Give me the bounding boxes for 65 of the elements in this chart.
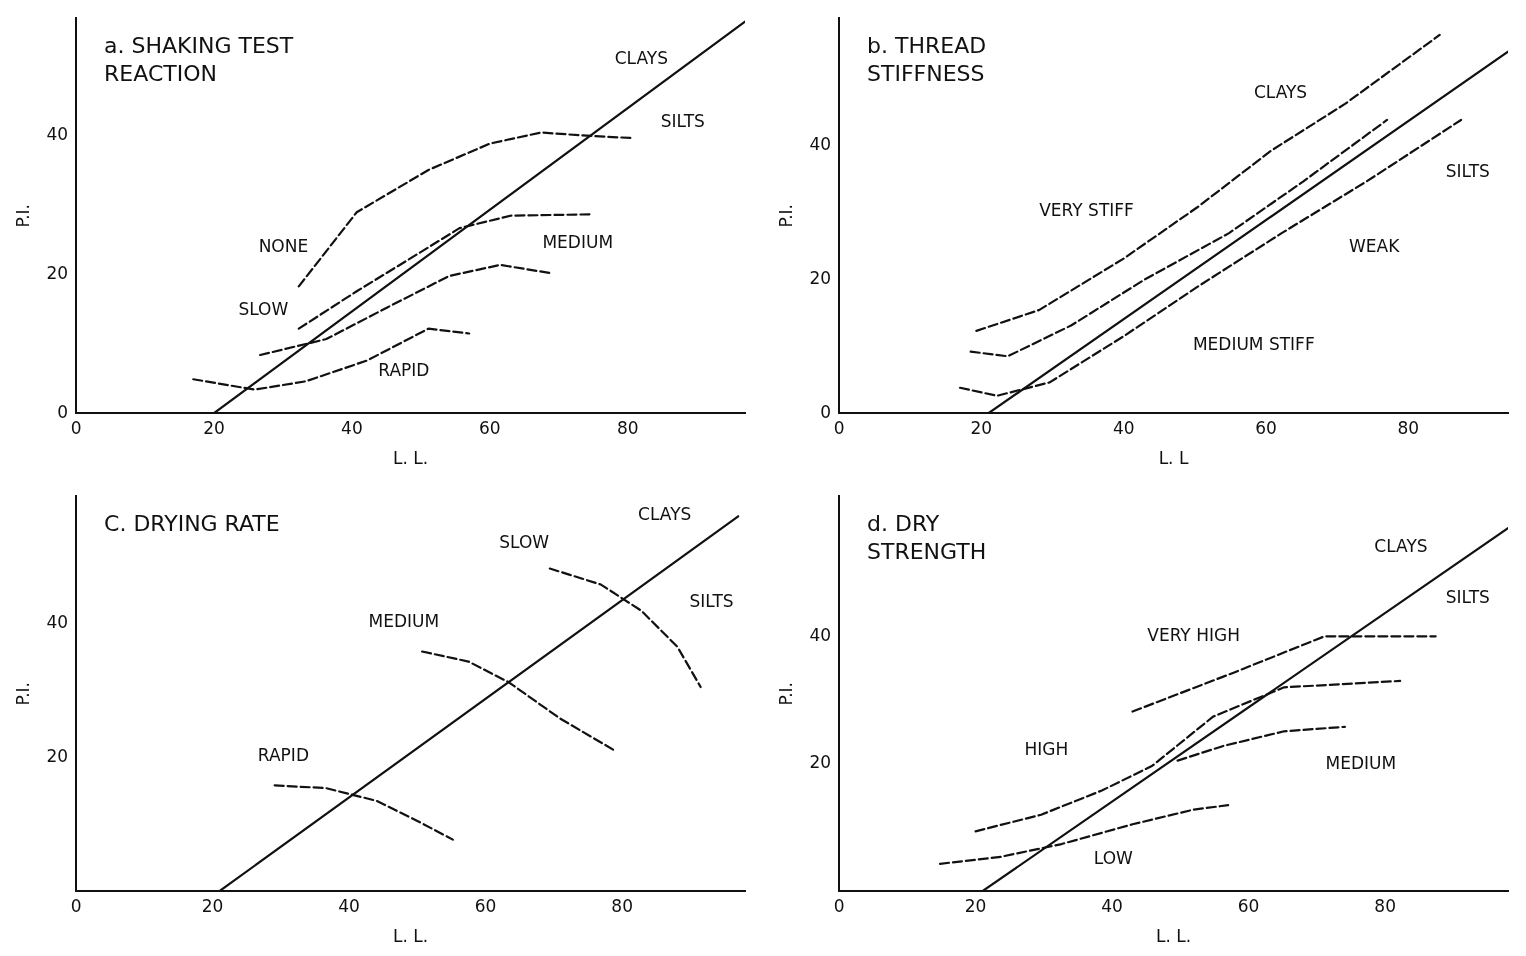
x-axis-title: L. L <box>1158 448 1189 469</box>
line-series <box>273 784 454 841</box>
x-tick-label: 20 <box>970 417 993 438</box>
x-tick-label: 80 <box>611 895 633 916</box>
annotation: SILTS <box>689 591 734 612</box>
x-tick-label: 80 <box>1397 417 1420 438</box>
x-axis-title: L. L. <box>1155 926 1192 947</box>
y-tick-label: 40 <box>809 624 832 645</box>
x-tick-label: 40 <box>341 417 363 438</box>
x-tick-label: 20 <box>201 895 224 916</box>
annotation: NONE <box>258 235 309 256</box>
x-tick-label: 60 <box>479 417 501 438</box>
y-tick-label: 40 <box>809 133 832 154</box>
x-tick-label: 40 <box>1112 417 1135 438</box>
y-tick-label: 0 <box>820 401 832 422</box>
y-tick-label: 0 <box>57 401 69 422</box>
annotation: MEDIUM <box>1325 753 1397 774</box>
annotation: LOW <box>1093 848 1134 869</box>
y-axis-title: P.I. <box>775 681 796 706</box>
x-tick-label: 0 <box>70 895 82 916</box>
x-tick-label: 60 <box>1255 417 1277 438</box>
annotation: HIGH <box>1024 739 1069 760</box>
annotation: MEDIUM <box>542 231 614 252</box>
y-tick-label: 40 <box>46 611 69 632</box>
x-tick-label: 20 <box>203 417 225 438</box>
annotation: SLOW <box>238 298 289 319</box>
y-axis-title: P.I. <box>775 203 796 228</box>
x-tick-label: 0 <box>70 417 82 438</box>
x-tick-label: 60 <box>1237 895 1260 916</box>
x-tick-label: 40 <box>1101 895 1123 916</box>
text: a. SHAKING TEST REACTION <box>104 32 294 86</box>
annotation: RAPID <box>257 745 309 766</box>
text: d. DRY STRENGTH <box>867 510 987 564</box>
y-tick-label: 20 <box>809 267 832 288</box>
x-tick-label: 0 <box>833 417 845 438</box>
annotation: SLOW <box>499 532 550 553</box>
x-tick-label: 80 <box>1374 895 1396 916</box>
y-tick-label: 40 <box>46 124 69 145</box>
annotation: CLAYS <box>614 48 668 69</box>
x-axis-title: L. L. <box>392 448 429 469</box>
x-tick-label: 60 <box>474 895 497 916</box>
y-axis-title: P.I. <box>12 203 33 228</box>
x-tick-label: 0 <box>833 895 845 916</box>
x-tick-label: 40 <box>338 895 360 916</box>
x-tick-label: 20 <box>964 895 987 916</box>
y-tick-label: 20 <box>809 752 832 773</box>
annotation: VERY STIFF <box>1039 200 1134 221</box>
annotation: MEDIUM <box>368 611 440 632</box>
annotation: SILTS <box>1445 587 1490 608</box>
text: C. DRYING RATE <box>104 510 280 536</box>
y-tick-label: 20 <box>46 745 69 766</box>
x-axis-title: L. L. <box>392 926 429 947</box>
annotation: RAPID <box>378 360 430 381</box>
annotation: VERY HIGH <box>1147 624 1240 645</box>
y-axis-title: P.I. <box>12 681 33 706</box>
annotation: SILTS <box>660 110 705 131</box>
annotation: CLAYS <box>638 504 692 525</box>
annotation: SILTS <box>1445 160 1490 181</box>
annotation: MEDIUM STIFF <box>1192 334 1315 355</box>
text: b. THREAD STIFFNESS <box>867 32 987 86</box>
annotation: CLAYS <box>1374 535 1428 556</box>
x-tick-label: 80 <box>616 417 639 438</box>
annotation: WEAK <box>1349 235 1401 256</box>
annotation: CLAYS <box>1253 81 1308 102</box>
y-tick-label: 20 <box>46 263 69 284</box>
